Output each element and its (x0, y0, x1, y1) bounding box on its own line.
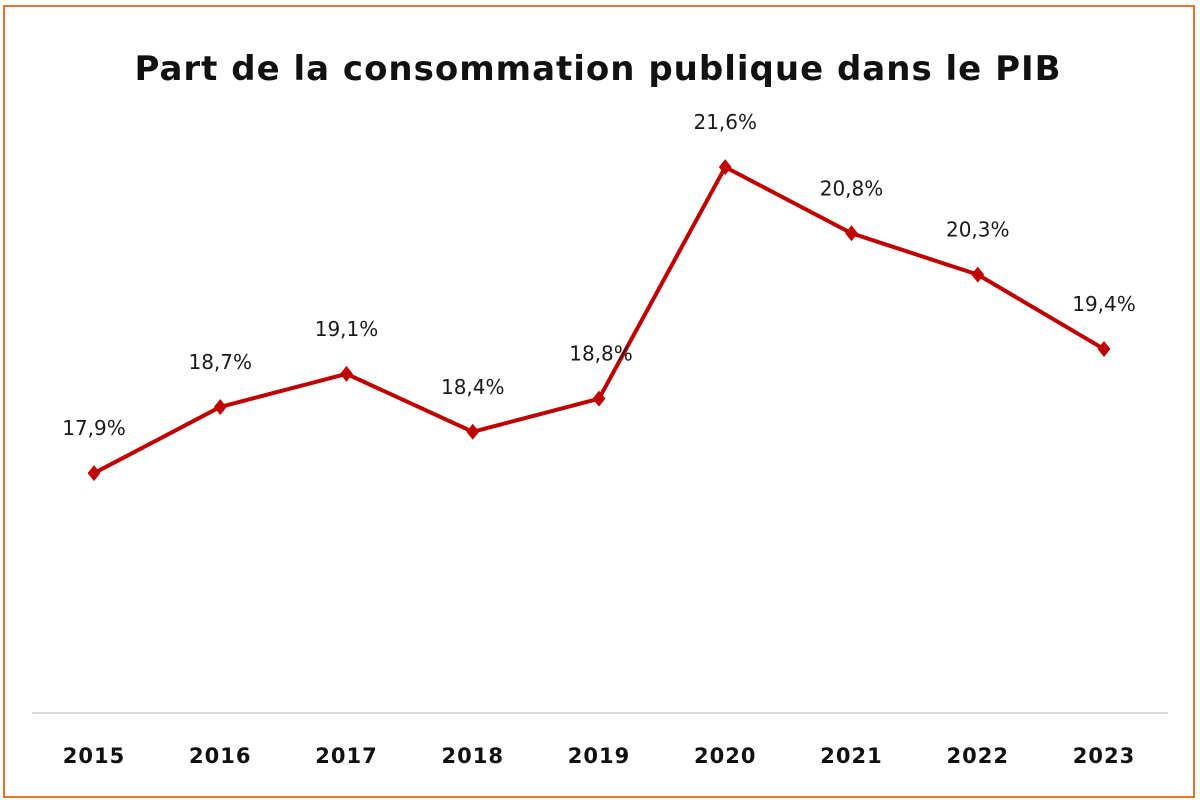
x-axis-ticks: 2015 2016 2017 2018 2019 2020 2021 2022 2023 (63, 744, 1135, 768)
x-tick-label: 2016 (189, 744, 251, 768)
data-point-marker (466, 423, 480, 440)
data-point-marker (718, 159, 732, 176)
x-tick-label: 2017 (315, 744, 377, 768)
data-label: 20,3% (946, 218, 1010, 242)
data-label: 18,4% (441, 375, 505, 399)
data-point-marker (213, 398, 227, 415)
data-point-marker (592, 390, 606, 407)
data-labels: 17,9% 18,7% 19,1% 18,4% 18,8% 21,6% 20,8% 20,3%… (62, 110, 1136, 440)
data-label: 20,8% (820, 176, 884, 200)
data-point-marker (1097, 341, 1111, 358)
x-tick-label: 2023 (1073, 744, 1135, 768)
data-point-marker (845, 225, 858, 242)
data-label: 18,8% (569, 342, 633, 366)
series-markers (87, 159, 1111, 482)
x-tick-label: 2019 (568, 744, 630, 768)
chart-title: Part de la consommation publique dans le… (134, 49, 1061, 89)
data-label: 19,1% (315, 317, 379, 341)
x-tick-label: 2022 (947, 744, 1009, 768)
data-label: 21,6% (693, 110, 757, 134)
data-label: 17,9% (62, 416, 126, 440)
data-point-marker (87, 465, 101, 482)
x-tick-label: 2018 (442, 744, 504, 768)
series-line-group (93, 165, 1106, 475)
x-tick-label: 2015 (63, 744, 125, 768)
data-point-marker (971, 266, 985, 283)
x-tick-label: 2020 (694, 744, 756, 768)
x-tick-label: 2021 (820, 744, 882, 768)
series-line (93, 165, 1106, 475)
data-label: 18,7% (188, 350, 252, 374)
data-label: 19,4% (1072, 292, 1136, 316)
data-point-marker (340, 365, 353, 382)
